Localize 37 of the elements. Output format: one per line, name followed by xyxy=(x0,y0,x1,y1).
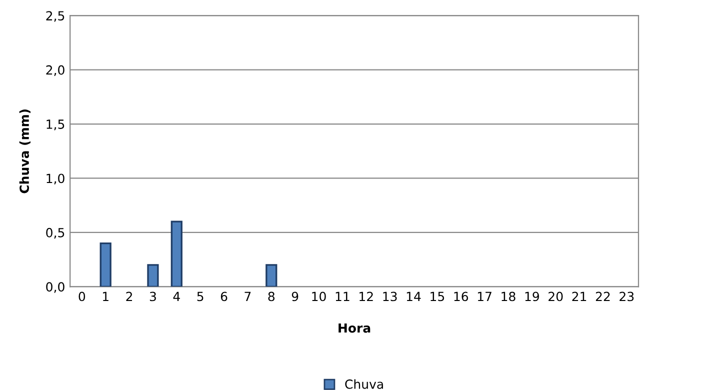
y-tick-label: 2,5 xyxy=(46,11,64,22)
x-tick-label: 21 xyxy=(572,292,586,302)
x-tick-label: 18 xyxy=(502,292,516,302)
x-tick-label: 10 xyxy=(312,292,326,302)
x-tick-label: 22 xyxy=(596,292,610,302)
bar xyxy=(266,264,278,287)
x-tick-label: 4 xyxy=(173,292,180,302)
x-tick-label: 6 xyxy=(220,292,228,302)
bar xyxy=(100,242,112,287)
x-tick-label: 3 xyxy=(150,292,156,302)
x-tick-label: 16 xyxy=(454,292,468,302)
x-tick-label: 15 xyxy=(430,292,444,302)
x-tick-label: 11 xyxy=(336,292,350,302)
x-tick-label: 19 xyxy=(525,292,539,302)
y-tick-label: 0,0 xyxy=(46,282,64,293)
x-tick-label: 7 xyxy=(244,292,251,302)
x-tick-label: 13 xyxy=(383,292,397,302)
x-tick-label: 1 xyxy=(102,292,108,302)
x-tick-label: 9 xyxy=(292,292,298,302)
x-tick-label: 23 xyxy=(620,292,634,302)
y-tick-label: 1,5 xyxy=(46,120,64,130)
x-tick-label: 14 xyxy=(406,292,421,302)
y-tick-label: 0,5 xyxy=(46,228,64,239)
x-tick-label: 0 xyxy=(78,292,86,302)
y-tick-label: 2,0 xyxy=(46,65,64,76)
x-tick-label: 12 xyxy=(360,292,373,302)
bar xyxy=(147,264,159,287)
x-tick-label: 17 xyxy=(478,292,492,302)
x-tick-label: 20 xyxy=(548,292,563,302)
x-tick-label: 5 xyxy=(197,292,204,302)
x-axis-title: Hora xyxy=(338,323,370,333)
y-tick-label: 1,0 xyxy=(46,174,64,184)
x-tick-label: 8 xyxy=(268,292,275,302)
legend-label: Chuva xyxy=(345,379,383,389)
bar xyxy=(170,220,182,287)
x-tick-label: 2 xyxy=(126,292,132,302)
y-axis-title: Chuva (mm) xyxy=(19,110,30,194)
